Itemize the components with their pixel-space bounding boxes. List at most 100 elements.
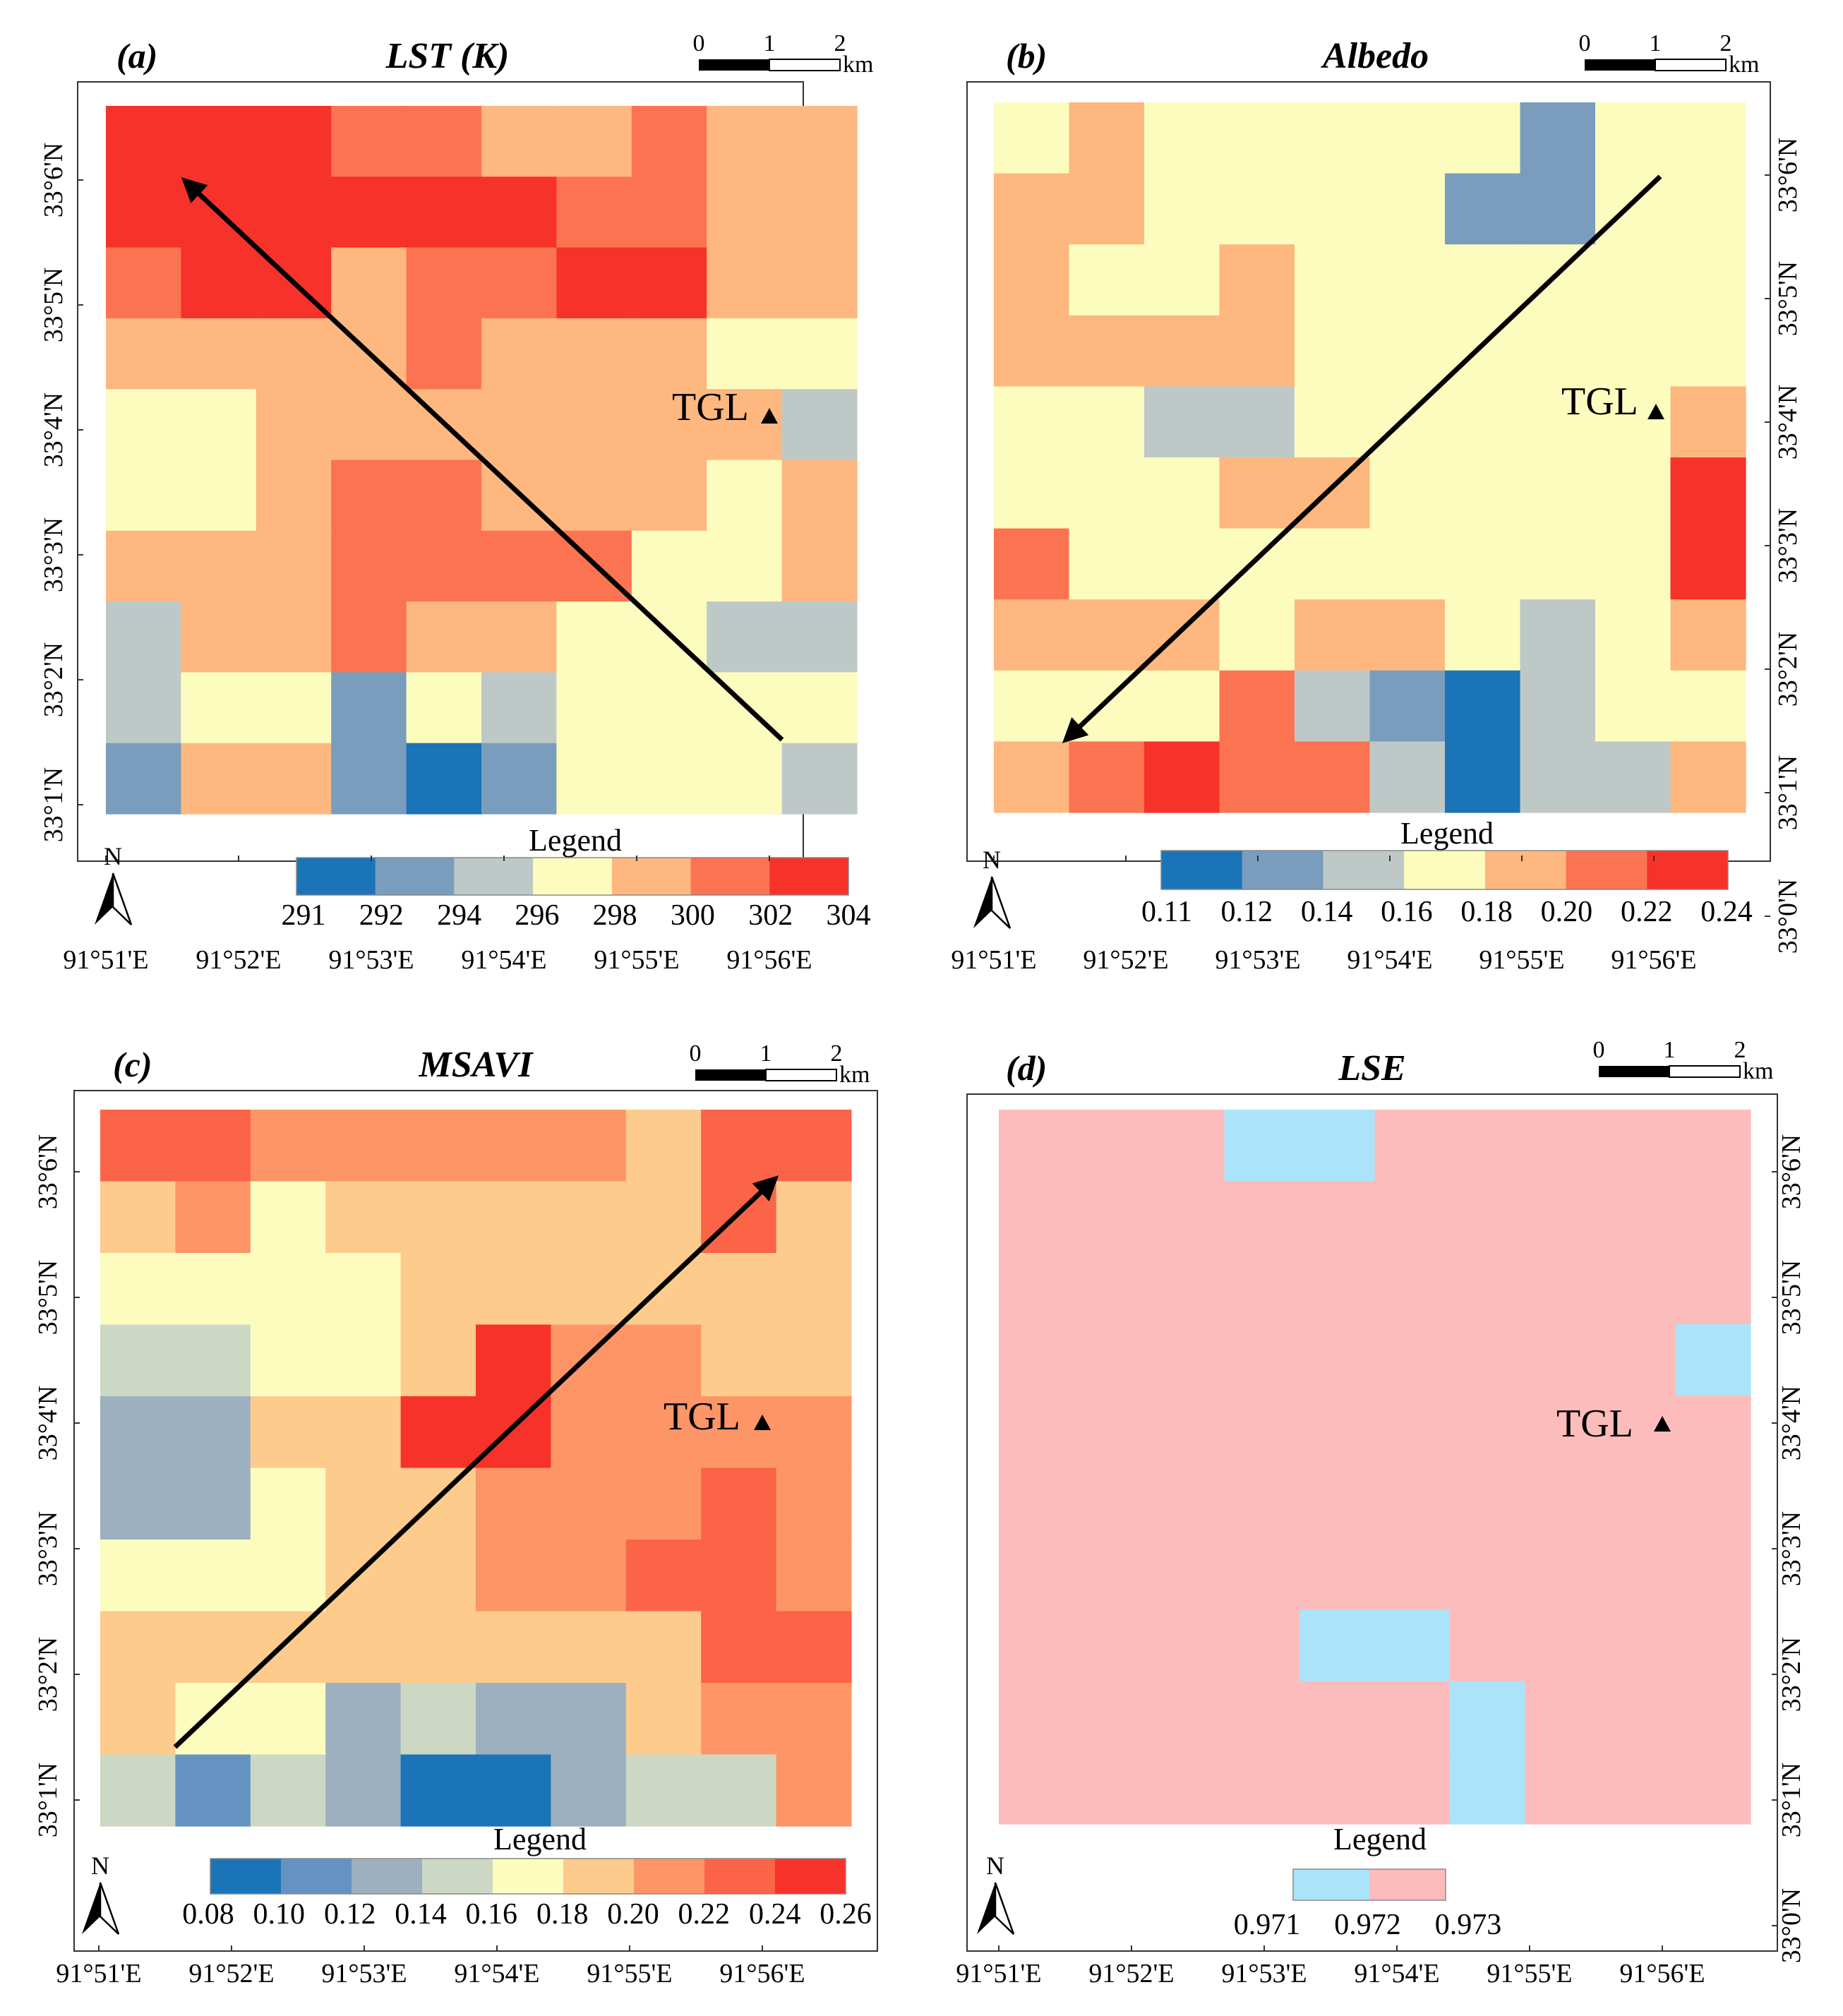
grid-cell [1219,386,1295,458]
legend-swatch [296,858,376,895]
grid-cell [1374,1252,1451,1325]
legend-label: 0.24 [749,1898,801,1931]
lat-tick-label: 33°1'N [33,1763,63,1838]
grid-cell [781,106,858,177]
grid-cell [551,1110,627,1182]
lat-tick-label: 33°6'N [33,1134,63,1210]
legend-swatch [352,1859,423,1894]
grid-cell [999,1395,1075,1468]
grid-cell [1144,741,1220,813]
grid-cell [551,1253,627,1326]
grid-cell [994,102,1070,174]
grid-cell [406,247,482,319]
grid-cell [1670,173,1746,245]
grid-cell [707,743,783,815]
grid-cell [1219,244,1295,316]
legend-swatch [1161,851,1243,889]
grid-cell [406,672,482,744]
grid-cell [331,247,407,319]
grid-cell [1295,315,1371,387]
north-arrow-right [994,1882,1015,1935]
lon-tick-label: 91°52'E [188,1959,274,1988]
scale-label: 2 [1720,30,1732,56]
grid-cell [556,743,632,815]
legend-swatch [690,858,770,895]
north-arrow-icon: N [973,846,1011,929]
grid-cell [1299,1681,1376,1753]
grid-cell [1525,1252,1601,1325]
north-arrow-icon: N [82,1852,120,1935]
grid-cell [1074,1110,1150,1182]
scale-bar-white [1655,59,1727,71]
triangle-icon [1647,404,1664,419]
grid-cell [175,1253,251,1326]
grid-cell [999,1252,1075,1325]
grid-cell [1670,670,1746,742]
panel-label: (d) [1006,1048,1047,1088]
panel-title: MSAVI [419,1045,534,1085]
lat-tick-label: 33°3'N [39,517,68,593]
grid-cell [1520,173,1596,245]
legend-label: 0.16 [1381,896,1433,928]
grid-cell [1525,1752,1601,1825]
grid-cell [181,672,257,744]
tgl-label: TGL [1561,380,1638,424]
scale-unit: km [839,1062,870,1088]
grid-cell [556,672,632,744]
grid-cell [1369,102,1446,174]
grid-cell [1224,1538,1300,1610]
grid-cell [551,1396,627,1469]
grid-cell [1670,102,1746,174]
grid-cell [625,1754,702,1827]
grid-cell [1295,528,1371,600]
lat-tick-label: 33°2'N [39,642,68,718]
grid-cell [776,1754,852,1827]
grid-cell [175,1468,251,1540]
grid-cell [181,318,257,390]
triangle-icon [761,408,778,424]
grid-cell [1069,386,1145,458]
grid-cell [106,743,181,815]
panel-label: (c) [113,1045,152,1084]
scale-label: 0 [693,30,705,56]
grid-cell [625,1110,702,1182]
grid-cell [331,176,407,248]
legend-swatch [775,1859,846,1894]
grid-cell [1520,599,1596,671]
grid-cell [476,1110,551,1182]
grid-cell [1144,670,1220,742]
tgl-label: TGL [664,1395,740,1439]
grid-cell [1224,1681,1300,1753]
grid-cell [1595,173,1671,245]
grid-cell [1445,315,1521,387]
scale-label: 1 [1650,30,1662,56]
grid-cell [1295,173,1371,245]
grid-cell [781,389,858,461]
grid-cell [994,173,1070,245]
grid-cell [701,1540,777,1612]
triangle-icon [1654,1416,1671,1432]
legend-label: 296 [515,899,559,932]
legend-label: 292 [359,899,404,932]
grid-cell [1374,1467,1451,1539]
grid-cell [325,1683,402,1756]
grid-cell [175,1683,251,1756]
grid-cell [1374,1181,1451,1253]
grid-cell [994,457,1070,529]
grid-cell [106,530,181,602]
grid-cell [1074,1681,1150,1753]
panel-b: (b) Albedo 0 1 2km TGL Legend 0.11 0.12 0.14 0.16 0… [951,30,1803,975]
scale-unit: km [1729,52,1759,78]
grid-cell [781,601,858,673]
grid-cell [1450,1252,1526,1325]
grid-cell [1144,528,1220,600]
lon-tick-label: 91°51'E [951,945,1036,975]
lat-tick-label: 33°5'N [1773,261,1803,337]
panel-title: LST (K) [385,36,510,76]
grid-cell [1520,457,1596,529]
grid-cell [1295,457,1371,529]
lat-tick-label: 33°5'N [39,268,68,343]
grid-cell [106,247,181,319]
legend-swatch [281,1859,352,1894]
